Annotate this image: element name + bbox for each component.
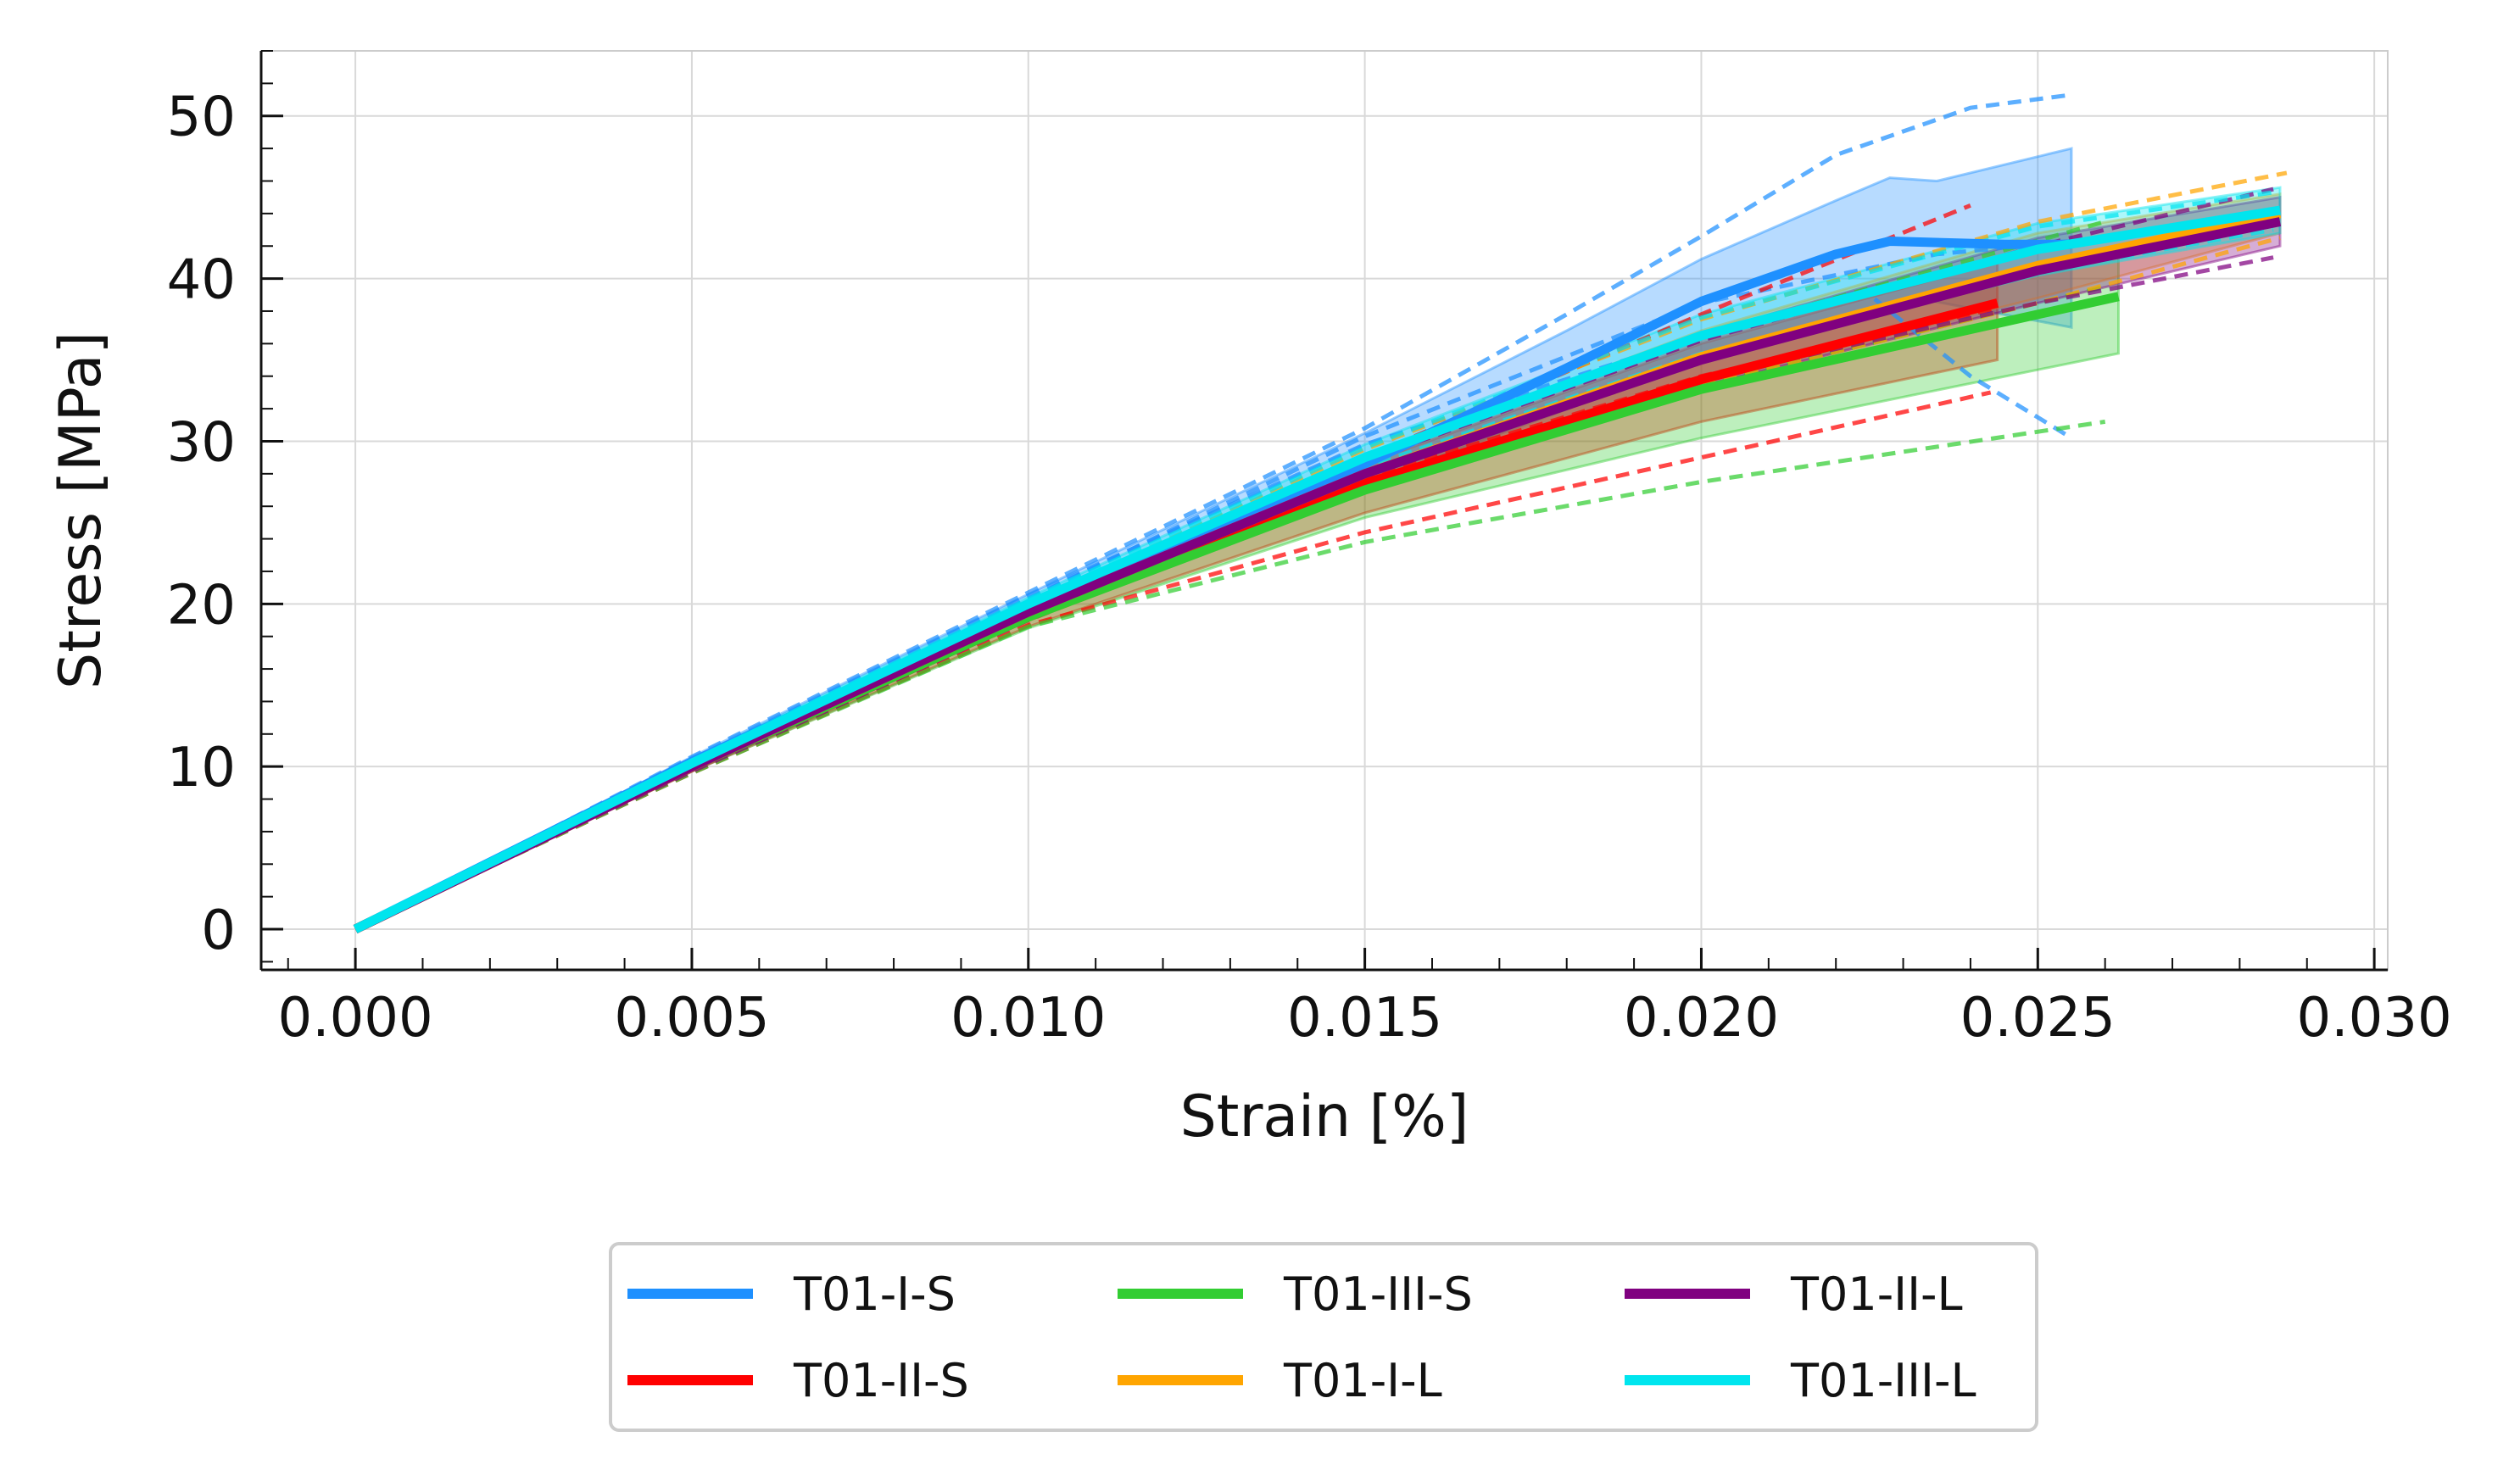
y-tick-label: 40: [167, 249, 236, 312]
x-tick-label: 0.025: [1960, 987, 2116, 1050]
x-axis-label: Strain [%]: [1180, 1083, 1469, 1150]
x-tick-label: 0.020: [1624, 987, 1779, 1050]
legend-label-2: T01-III-S: [1283, 1267, 1473, 1321]
legend-label-3: T01-I-L: [1283, 1354, 1442, 1407]
mean-curves: [353, 205, 2282, 933]
legend-label-5: T01-III-L: [1790, 1354, 1976, 1407]
x-tick-label: 0.010: [951, 987, 1106, 1050]
y-tick-label: 30: [167, 411, 236, 474]
x-tick-label: 0.005: [614, 987, 769, 1050]
axis-ticks: 0.000 0.005 0.010 0.015 0.020 0.025 0.030 0 10 20…: [167, 50, 2452, 1050]
x-tick-label: 0.015: [1287, 987, 1442, 1050]
legend-label-1: T01-II-S: [793, 1354, 969, 1407]
legend-label-4: T01-II-L: [1790, 1267, 1963, 1321]
x-tick-label: 0.000: [278, 987, 433, 1050]
specimen-curve-0-0: [354, 92, 2072, 932]
y-tick-label: 20: [167, 574, 236, 637]
mean-curve-5: [353, 205, 2281, 933]
y-tick-label: 10: [167, 737, 236, 799]
legend: T01-I-S T01-II-S T01-III-S T01-I-L T01-II-L T…: [609, 1242, 2038, 1432]
grid-lines: [261, 51, 2388, 970]
x-tick-label: 0.030: [2297, 987, 2452, 1050]
y-tick-label: 0: [201, 900, 236, 962]
specimen-curve-0-1: [354, 292, 2073, 932]
legend-label-0: T01-I-S: [793, 1267, 956, 1321]
y-axis-label: Stress [MPa]: [47, 331, 114, 689]
y-tick-label: 50: [167, 86, 236, 149]
